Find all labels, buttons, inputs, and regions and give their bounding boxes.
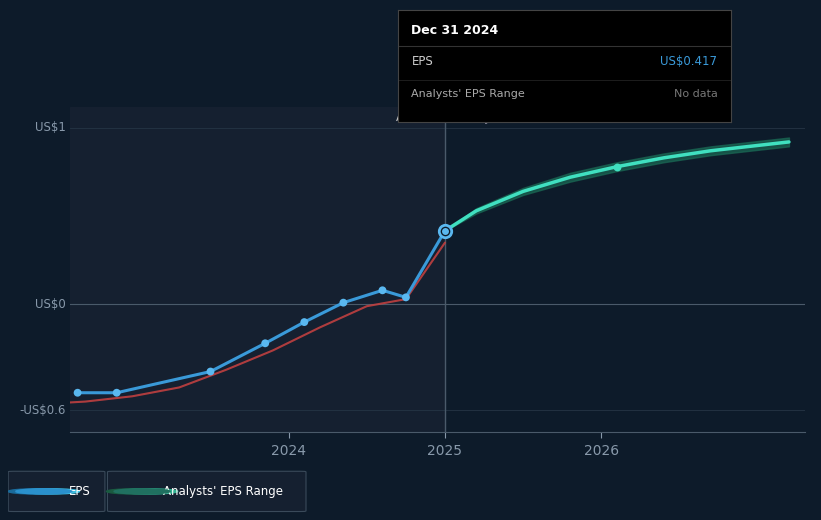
- Text: Dec 31 2024: Dec 31 2024: [411, 24, 498, 37]
- Circle shape: [24, 489, 80, 494]
- Point: [110, 388, 123, 397]
- FancyBboxPatch shape: [8, 471, 105, 512]
- Text: US$0.417: US$0.417: [660, 55, 718, 68]
- Circle shape: [8, 489, 64, 494]
- Circle shape: [114, 489, 170, 494]
- Text: Analysts' EPS Range: Analysts' EPS Range: [411, 88, 525, 99]
- Point: [610, 162, 623, 171]
- Text: Actual: Actual: [396, 111, 433, 124]
- Point: [438, 227, 452, 235]
- Text: EPS: EPS: [411, 55, 433, 68]
- Text: Analysts' EPS Range: Analysts' EPS Range: [163, 485, 283, 498]
- Point: [298, 318, 311, 326]
- Circle shape: [122, 489, 177, 494]
- Point: [204, 368, 217, 376]
- FancyBboxPatch shape: [108, 471, 306, 512]
- Point: [399, 293, 412, 302]
- Circle shape: [107, 489, 163, 494]
- Text: EPS: EPS: [69, 485, 91, 498]
- Bar: [70, 107, 445, 432]
- Text: No data: No data: [673, 88, 718, 99]
- Text: -US$0.6: -US$0.6: [20, 404, 67, 417]
- Text: US$1: US$1: [35, 121, 67, 134]
- Point: [376, 286, 389, 294]
- Point: [259, 339, 272, 347]
- Point: [337, 298, 350, 307]
- Text: Analysts Forecasts: Analysts Forecasts: [457, 111, 567, 124]
- Text: US$0: US$0: [35, 298, 67, 311]
- Point: [71, 388, 85, 397]
- Circle shape: [16, 489, 72, 494]
- Point: [438, 227, 452, 235]
